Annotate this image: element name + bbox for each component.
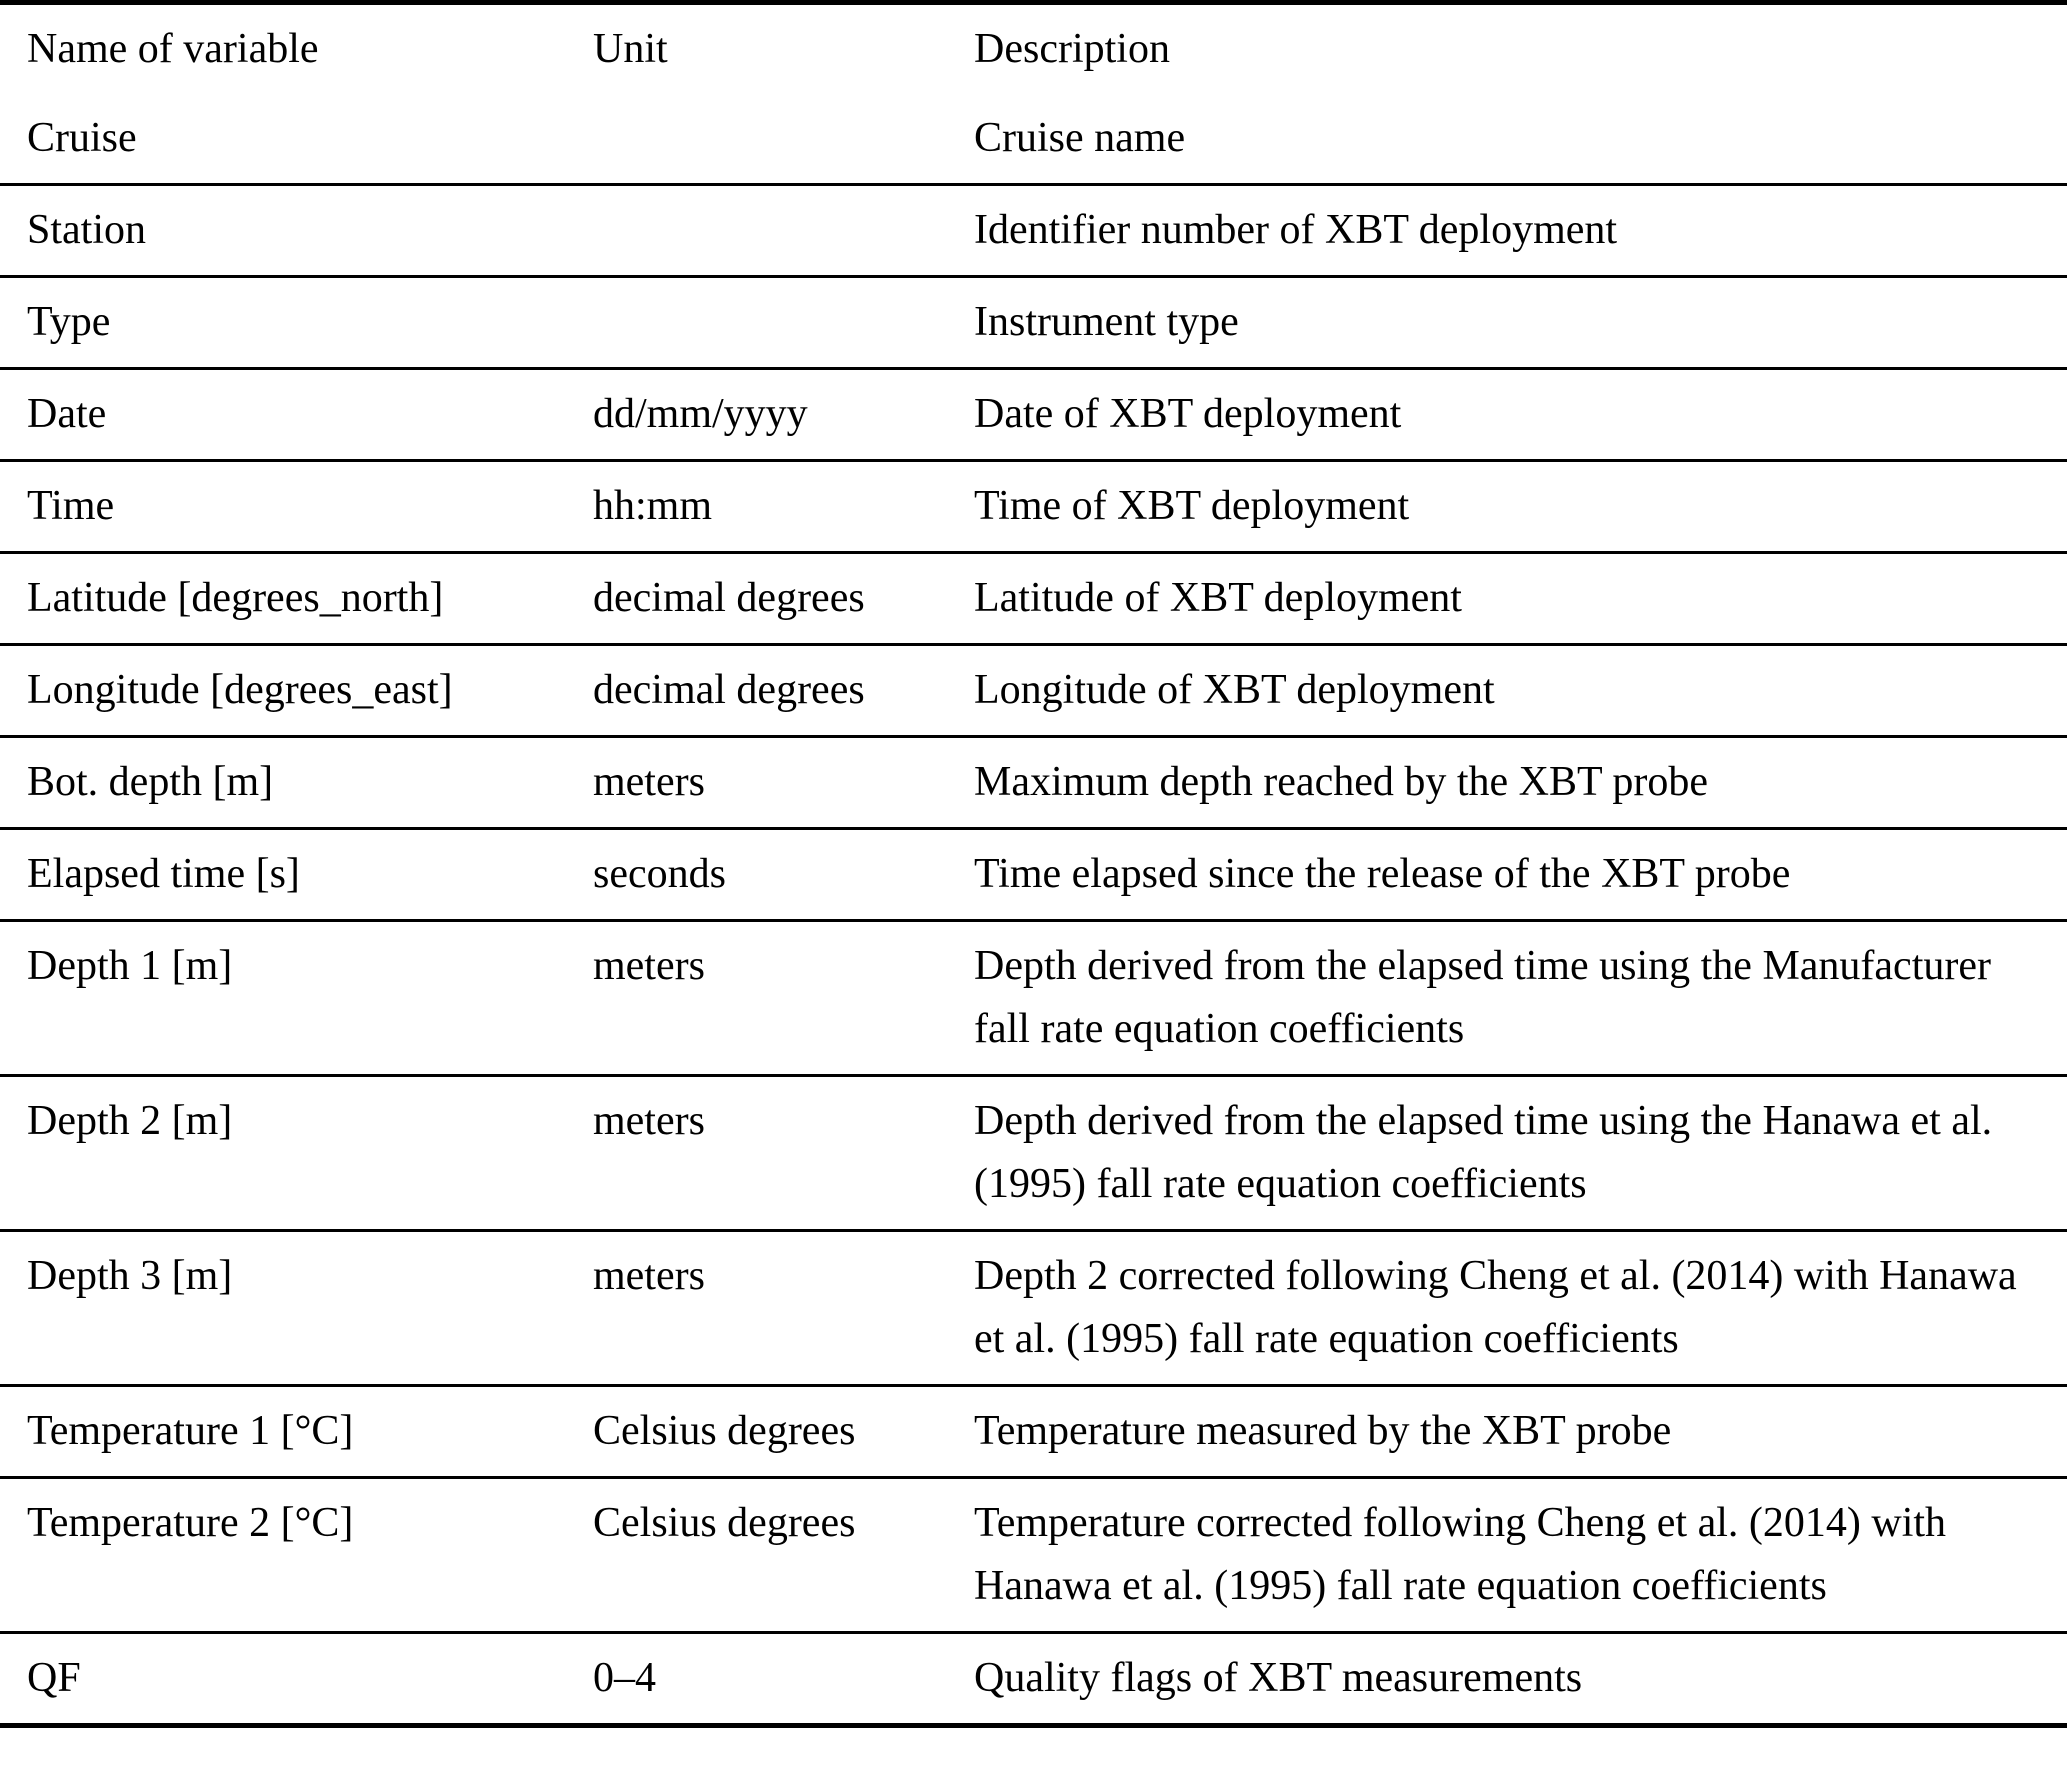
variable-name-cell: Time [27,483,115,529]
column-header-unit: Unit [593,26,668,72]
table-row: Latitude [degrees_north] decimal degrees L… [0,553,2067,645]
column-header-name-of-variable: Name of variable [27,26,319,72]
table-row: Temperature 2 [°C] Celsius degrees Tempera… [0,1478,2067,1633]
table-row: Depth 2 [m] meters Depth derived from the … [0,1076,2067,1231]
variable-name-cell: Date [27,391,107,437]
unit-cell: Celsius degrees [593,1408,856,1454]
table-row: Depth 1 [m] meters Depth derived from the … [0,921,2067,1076]
description-cell: Temperature measured by the XBT probe [974,1408,1672,1454]
description-cell: Temperature corrected following Cheng et… [974,1500,1947,1609]
table-row: Temperature 1 [°C] Celsius degrees Tempera… [0,1386,2067,1478]
table-row: Depth 3 [m] meters Depth 2 corrected follo… [0,1231,2067,1386]
unit-cell [566,185,947,277]
table-row: Longitude [degrees_east] decimal degrees L… [0,645,2067,737]
variable-name-cell: Longitude [degrees_east] [27,667,453,713]
unit-cell: meters [593,759,705,805]
unit-cell: seconds [593,851,726,897]
variable-name-cell: Station [27,207,147,253]
description-cell: Identifier number of XBT deployment [974,207,1618,253]
table-body: Cruise Cruise name Station Identifier numbe… [0,94,2067,1726]
table-row: Time hh:mm Time of XBT deployment [0,461,2067,553]
column-header-description: Description [974,26,1170,72]
table-row: Type Instrument type [0,277,2067,369]
variable-name-cell: Depth 1 [m] [27,943,233,989]
unit-cell: meters [593,943,705,989]
table-row: Date dd/mm/yyyy Date of XBT deployment [0,369,2067,461]
unit-cell: dd/mm/yyyy [593,391,808,437]
table-row: Bot. depth [m] meters Maximum depth reache… [0,737,2067,829]
description-cell: Cruise name [974,115,1186,161]
description-cell: Instrument type [974,299,1239,345]
description-cell: Latitude of XBT deployment [974,575,1462,621]
description-cell: Depth derived from the elapsed time usin… [974,1098,1993,1207]
description-cell: Depth derived from the elapsed time usin… [974,943,1991,1052]
table-row: Cruise Cruise name [0,94,2067,185]
unit-cell: Celsius degrees [593,1500,856,1546]
variable-name-cell: Elapsed time [s] [27,851,300,897]
description-cell: Depth 2 corrected following Cheng et al.… [974,1253,2017,1362]
variable-name-cell: QF [27,1655,81,1701]
variable-name-cell: Temperature 1 [°C] [27,1408,354,1454]
variable-name-cell: Latitude [degrees_north] [27,575,444,621]
description-cell: Date of XBT deployment [974,391,1402,437]
unit-cell: decimal degrees [593,575,865,621]
variable-name-cell: Temperature 2 [°C] [27,1500,354,1546]
description-cell: Longitude of XBT deployment [974,667,1495,713]
unit-cell: 0–4 [593,1655,656,1701]
variable-name-cell: Depth 2 [m] [27,1098,233,1144]
variable-name-cell: Bot. depth [m] [27,759,274,805]
unit-cell: decimal degrees [593,667,865,713]
description-cell: Time of XBT deployment [974,483,1410,529]
unit-cell [566,277,947,369]
description-cell: Quality flags of XBT measurements [974,1655,1583,1701]
unit-cell: meters [593,1098,705,1144]
unit-cell [566,94,947,185]
unit-cell: meters [593,1253,705,1299]
variable-name-cell: Type [27,299,111,345]
table-row: QF 0–4 Quality flags of XBT measurements [0,1633,2067,1726]
table-row: Elapsed time [s] seconds Time elapsed sinc… [0,829,2067,921]
table-header-row: Name of variable Unit Description [0,3,2067,95]
variable-name-cell: Cruise [27,115,137,161]
table-row: Station Identifier number of XBT deployme… [0,185,2067,277]
description-cell: Maximum depth reached by the XBT probe [974,759,1709,805]
variable-description-table: Name of variable Unit Description Cruise… [0,0,2067,1728]
unit-cell: hh:mm [593,483,713,529]
description-cell: Time elapsed since the release of the XB… [974,851,1791,897]
variable-name-cell: Depth 3 [m] [27,1253,233,1299]
